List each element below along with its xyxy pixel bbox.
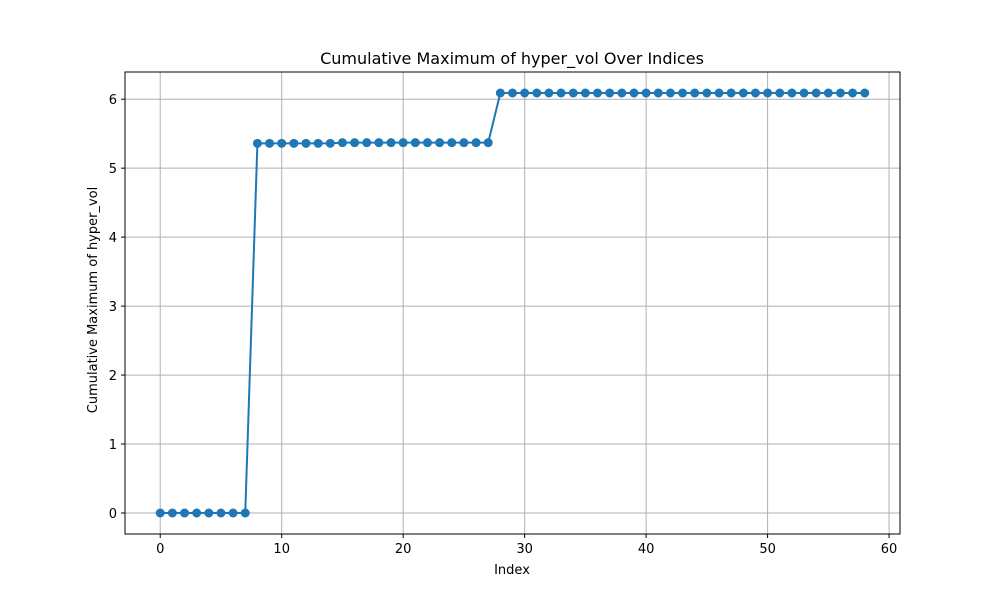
data-point [374,138,384,148]
y-tick-label: 0 [109,507,117,522]
data-point [568,88,578,98]
data-point [617,88,627,98]
data-point [653,88,663,98]
data-point [386,138,396,148]
data-point [787,88,797,98]
data-point [544,88,554,98]
data-point [240,508,250,518]
data-point [252,138,262,148]
data-point [325,138,335,148]
x-axis-ticks: 0 10 20 30 40 50 60 [156,534,897,557]
data-point [422,138,432,148]
data-point [702,88,712,98]
data-point [726,88,736,98]
plot-frame [124,71,901,535]
data-point [860,88,870,98]
data-point [738,88,748,98]
x-tick-label: 0 [156,542,164,557]
data-point [799,88,809,98]
data-point [763,88,773,98]
y-tick-label: 5 [109,162,117,177]
x-tick-label: 60 [881,542,898,557]
data-point [204,508,214,518]
data-point [228,508,238,518]
x-tick-label: 10 [273,542,290,557]
y-tick-label: 4 [109,231,117,246]
data-point [167,508,177,518]
data-point [337,138,347,148]
data-point [410,138,420,148]
data-point [508,88,517,98]
data-point [556,88,566,98]
series-layer [155,88,870,518]
y-tick-label: 3 [109,300,117,315]
data-point [265,138,275,148]
data-point [811,88,821,98]
data-point [398,138,408,148]
data-point [192,508,202,518]
y-axis-label: Cumulative Maximum of hyper_vol [86,187,101,413]
data-point [678,88,688,98]
data-point [435,138,445,148]
data-point [471,138,481,148]
data-point [848,88,858,98]
data-point [835,88,845,98]
data-point [362,138,372,148]
data-point [823,88,833,98]
x-tick-label: 50 [759,542,776,557]
x-axis-label: Index [494,563,530,578]
data-point [605,88,615,98]
data-point [714,88,724,98]
x-tick-label: 40 [638,542,655,557]
data-point [665,88,675,98]
data-point [459,138,469,148]
data-point [483,138,493,148]
chart-title: Cumulative Maximum of hyper_vol Over Ind… [320,49,704,69]
y-tick-label: 6 [109,93,117,108]
data-point [289,138,299,148]
data-point [350,138,360,148]
x-tick-label: 20 [395,542,412,557]
data-point [495,88,505,98]
data-point [447,138,457,148]
data-point [690,88,700,98]
data-point [216,508,226,518]
data-point [520,88,530,98]
data-point [301,138,311,148]
data-point [775,88,785,98]
y-tick-label: 1 [109,438,117,453]
data-point [593,88,603,98]
data-point [180,508,190,518]
data-point [155,508,165,518]
series-line [160,92,865,514]
data-point [629,88,639,98]
y-axis-ticks: 0 1 2 3 4 5 6 [109,93,125,522]
grid-lines [125,72,900,534]
data-point [750,88,760,98]
x-tick-label: 30 [516,542,533,557]
y-tick-label: 2 [109,369,117,384]
data-point [313,138,323,148]
data-point [532,88,542,98]
data-point [580,88,590,98]
data-point [277,138,287,148]
data-point [641,88,651,98]
